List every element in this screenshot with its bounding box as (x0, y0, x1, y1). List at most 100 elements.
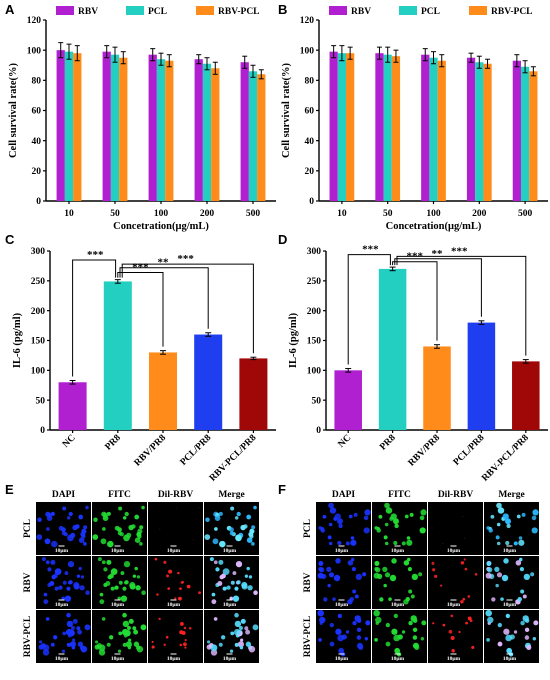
scale-label: 10μm (223, 656, 237, 662)
cell-dot (53, 635, 58, 640)
y-tick-label: 20 (305, 167, 315, 177)
cell-dot (384, 522, 389, 527)
cell-dot (54, 568, 62, 575)
cell-dot (519, 567, 525, 572)
cell-dot (186, 584, 191, 589)
cell-dot (513, 541, 518, 546)
scale-label: 10μm (223, 548, 237, 554)
cell-dot (174, 597, 177, 600)
cell-dot (42, 644, 50, 652)
bar-rbv-pr8 (423, 346, 451, 430)
cell-dot (503, 558, 509, 564)
cell-dot (117, 527, 122, 533)
cell-dot (72, 618, 78, 624)
cell-dot (50, 642, 55, 647)
cell-dot (389, 574, 397, 582)
cell-dot (118, 631, 123, 636)
scale-label: 10μm (55, 548, 69, 554)
y-tick-label: 150 (307, 337, 322, 347)
cell-dot (251, 542, 255, 546)
cell-dot (107, 574, 113, 580)
panel-label: C (5, 232, 15, 247)
cell-dot (450, 635, 455, 640)
cell-dot (42, 649, 50, 656)
cell-dot (229, 649, 234, 653)
cell-dot (348, 514, 353, 519)
cell-dot (419, 515, 425, 521)
cell-dot (405, 596, 410, 602)
cell-dot (77, 629, 83, 635)
cell-dot (358, 644, 364, 650)
cell-dot (131, 524, 136, 529)
cell-dot (251, 525, 256, 530)
x-tick-label: NC (337, 433, 354, 450)
cell-dot (531, 515, 537, 521)
cell-dot (442, 623, 446, 627)
cell-dot (412, 635, 418, 640)
y-tick-label: 250 (31, 277, 46, 287)
row-header: RBV (303, 572, 313, 592)
cell-dot (322, 514, 327, 519)
x-tick-label: NC (61, 433, 78, 450)
cell-dot (520, 589, 525, 594)
bar-nc (58, 382, 87, 430)
cell-dot (47, 567, 52, 572)
x-tick-label: PCL/PR8 (179, 433, 214, 468)
cell-dot (246, 537, 253, 543)
cell-dot (83, 542, 87, 546)
cell-dot (158, 617, 161, 621)
y-tick-label: 80 (32, 77, 42, 87)
cell-dot (206, 640, 211, 644)
chart-panel-c: C 0 50 100 150 200 250 300 IL-6 (pg/ml) NC PR8 RBV/… (5, 232, 276, 484)
cell-dot (485, 572, 492, 579)
cell-dot (123, 560, 131, 568)
cell-dot (106, 559, 112, 565)
cell-dot (327, 535, 332, 540)
cell-dot (106, 511, 111, 516)
cell-dot (234, 620, 242, 628)
cell-dot (247, 585, 253, 591)
cell-dot (189, 626, 192, 630)
cell-dot (467, 616, 472, 621)
cell-dot (101, 617, 106, 621)
y-tick-label: 300 (307, 247, 322, 257)
legend-entry: RBV (351, 7, 371, 17)
panel-label: E (5, 482, 14, 497)
cell-dot (419, 527, 426, 534)
bar-pcl (520, 66, 530, 201)
panel-label: F (278, 482, 286, 497)
scale-label: 10μm (503, 602, 517, 608)
cell-dot (78, 566, 82, 571)
bar-rbv-pcl (437, 60, 446, 201)
cell-dot (409, 512, 414, 517)
cell-dot (179, 621, 184, 626)
cell-dot (486, 567, 493, 573)
y-tick-label: 100 (31, 367, 46, 377)
cell-dot (407, 567, 413, 572)
scale-label: 10μm (447, 656, 461, 662)
cell-dot (408, 589, 413, 594)
bar-rbv (56, 50, 65, 201)
cell-dot (102, 515, 109, 522)
column-header: FITC (388, 490, 411, 500)
cell-dot (378, 514, 383, 519)
cell-dot (68, 511, 73, 517)
cell-dot (168, 569, 173, 574)
legend-swatch (469, 6, 487, 15)
legend-entry: PCL (421, 7, 440, 17)
x-tick-label: RBV-PCL/PR8 (480, 433, 531, 484)
bar-rbv (148, 54, 157, 201)
cell-dot (132, 574, 137, 578)
cell-dot (58, 585, 63, 590)
cell-dot (114, 585, 119, 590)
significance-label: *** (177, 253, 194, 265)
scale-label: 10μm (503, 656, 517, 662)
cell-dot (432, 568, 436, 572)
bar-rbv (194, 59, 203, 201)
cell-dot (393, 540, 398, 546)
cell-dot (234, 516, 239, 520)
cell-dot (61, 531, 66, 536)
bar-rbv (512, 60, 521, 201)
x-tick-label: 10 (337, 209, 347, 219)
